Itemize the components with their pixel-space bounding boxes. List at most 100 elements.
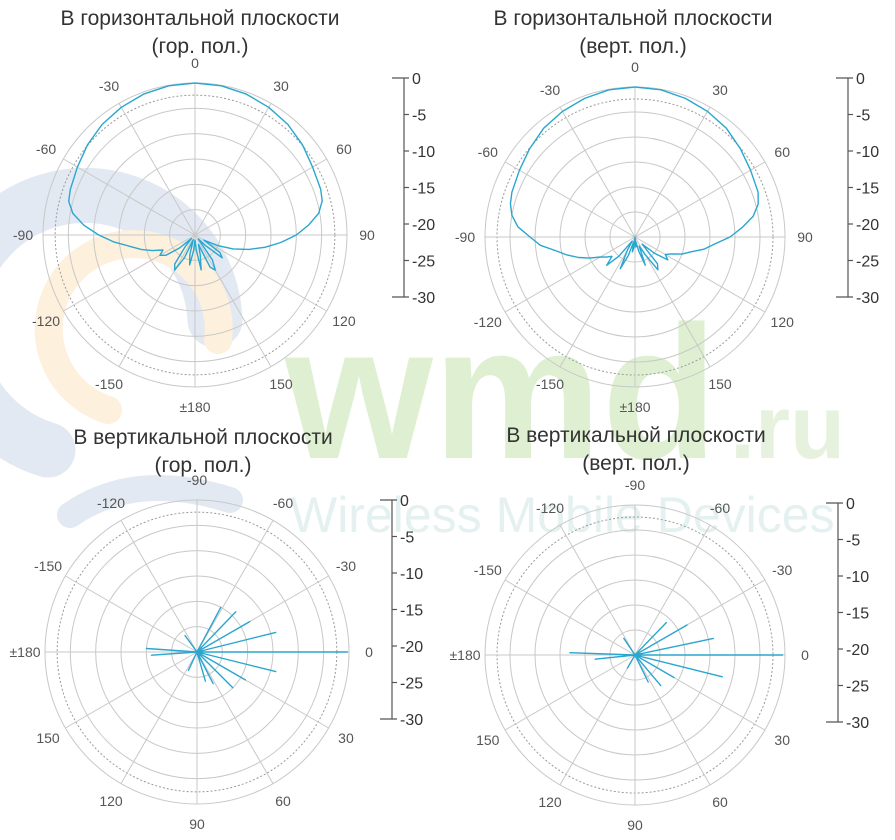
grid-spoke [504, 654, 636, 731]
scale-tick-label: -30 [846, 715, 869, 732]
angle-tick-label: 60 [336, 141, 352, 157]
grid-spoke [559, 524, 636, 656]
scale-tick-label: -20 [856, 217, 879, 234]
angle-tick-label: -150 [34, 558, 62, 574]
polar-plot: -90 -60 -30 0 30 60 90 120 150 ±180 -150 -120 [9, 472, 373, 832]
scale-tick-label: -25 [400, 676, 423, 693]
grid-spoke [559, 654, 636, 786]
pattern-panel-vertical-vpol: В вертикальной плоскости (верт. пол.) -9… [449, 424, 869, 833]
angle-tick-label: 30 [712, 82, 728, 98]
angle-tick-label: 150 [269, 376, 293, 392]
angle-tick-label: -60 [478, 144, 498, 160]
angle-tick-label: -90 [187, 472, 207, 488]
grid-spoke [559, 236, 636, 368]
pattern-panel-horizontal-vpol: В горизонтальной плоскости (верт. пол.) … [455, 7, 879, 415]
pattern-trace [569, 621, 784, 687]
scale-tick-label: -5 [846, 533, 860, 550]
angle-tick-label: 60 [712, 794, 728, 810]
angle-tick-label: 120 [99, 793, 123, 809]
grid-spoke [194, 103, 272, 236]
grid-spoke [504, 579, 636, 656]
db-scale: 0 -5 -10 -15 -20 -25 -30 [380, 493, 423, 729]
grid-spoke [63, 158, 196, 236]
watermark-domain: .ru [730, 378, 845, 478]
angle-tick-label: -60 [710, 500, 730, 516]
angle-tick-label: 150 [708, 376, 732, 392]
angle-tick-label: -90 [625, 477, 645, 493]
watermark-brand: wmd [284, 287, 718, 499]
pattern-trace [509, 86, 759, 271]
scale-tick-label: -10 [856, 144, 879, 161]
scale-tick-label: -15 [412, 181, 435, 198]
grid-spoke [120, 651, 198, 784]
pattern-trace [68, 82, 323, 271]
angle-tick-label: 150 [36, 730, 60, 746]
watermark-tagline: Wireless Mobile Devices [290, 487, 835, 543]
pattern-panel-horizontal-hpol: В горизонтальной плоскости (гор. пол.) 0… [13, 7, 435, 415]
angle-tick-label: -150 [536, 376, 564, 392]
panel-title: В горизонтальной плоскости [494, 7, 773, 30]
angle-tick-label: -150 [95, 376, 123, 392]
scale-tick-label: 0 [400, 493, 409, 510]
panel-subtitle: (верт. пол.) [582, 452, 689, 475]
grid-spoke [634, 106, 711, 238]
angle-tick-label: 120 [332, 313, 356, 329]
angle-tick-label: 0 [801, 647, 809, 663]
panel-subtitle: (гор. пол.) [155, 454, 252, 477]
grid-spoke [634, 654, 711, 786]
scale-tick-label: 0 [856, 71, 865, 88]
angle-tick-label: -30 [540, 82, 560, 98]
angle-tick-label: 60 [774, 144, 790, 160]
db-scale: 0 -5 -10 -15 -20 -25 -30 [826, 496, 869, 732]
angle-tick-label: -120 [536, 500, 564, 516]
grid-spoke [559, 106, 636, 238]
angle-tick-label: -120 [474, 314, 502, 330]
grid-spoke [65, 651, 198, 729]
polar-plot: 0 30 60 90 120 150 ±180 -150 -120 -90 -60 -30 [455, 59, 813, 415]
scale-tick-label: -15 [856, 181, 879, 198]
grid-spoke [634, 524, 711, 656]
grid-spoke [63, 234, 196, 312]
angle-tick-label: 30 [273, 78, 289, 94]
grid-spoke [194, 234, 272, 367]
angle-tick-label: -90 [455, 229, 475, 245]
grid-spoke [504, 236, 636, 313]
panel-title: В горизонтальной плоскости [61, 7, 340, 30]
polar-plot: -90 -60 -30 0 30 60 90 120 150 ±180 -150 -120 [449, 477, 809, 833]
grid-spoke [194, 234, 327, 312]
angle-tick-label: 150 [476, 732, 500, 748]
angle-tick-label: ±180 [619, 399, 650, 415]
scale-tick-label: -20 [846, 642, 869, 659]
grid-spoke [634, 161, 766, 238]
scale-tick-label: -30 [856, 290, 879, 307]
grid-spoke [196, 651, 274, 784]
angle-tick-label: 90 [627, 817, 643, 833]
scale-tick-label: -20 [400, 639, 423, 656]
polar-plot: 0 30 60 90 120 150 ±180 -150 -120 -90 -60 -30 [13, 55, 375, 415]
angle-tick-label: 30 [338, 730, 354, 746]
scale-tick-label: -5 [856, 108, 870, 125]
scale-tick-label: -30 [400, 712, 423, 729]
scale-tick-label: 0 [846, 496, 855, 513]
scale-tick-label: -15 [400, 603, 423, 620]
angle-tick-label: 90 [359, 227, 375, 243]
scale-tick-label: 0 [412, 71, 421, 88]
scale-tick-label: -20 [412, 217, 435, 234]
grid-spoke [118, 234, 196, 367]
angle-tick-label: -120 [97, 495, 125, 511]
watermark: wmd .ru Wireless Mobile Devices [0, 167, 845, 543]
pattern-trace [145, 606, 349, 689]
angle-tick-label: 0 [365, 644, 373, 660]
scale-tick-label: -25 [856, 254, 879, 271]
angle-tick-label: 90 [797, 229, 813, 245]
angle-tick-label: -90 [13, 227, 33, 243]
wmd-logo-icon [0, 167, 243, 528]
angle-tick-label: -30 [772, 562, 792, 578]
angle-tick-label: 60 [275, 793, 291, 809]
angle-tick-label: -30 [99, 78, 119, 94]
angle-tick-label: -60 [36, 141, 56, 157]
angle-tick-label: 0 [191, 55, 199, 71]
grid-spoke [634, 236, 766, 313]
angle-tick-label: 0 [631, 59, 639, 75]
